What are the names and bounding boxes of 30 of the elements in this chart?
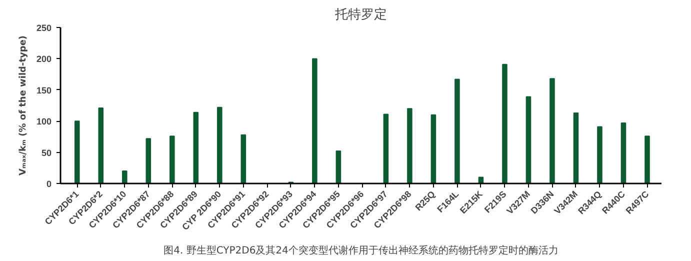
caption: 图4. 野生型CYP2D6及其24个突变型代谢作用于传出神经系统的药物托特罗定时的酶活力	[164, 244, 558, 256]
y-tick-label: 200	[36, 54, 52, 64]
bar	[526, 96, 532, 184]
y-tick-label: 50	[41, 148, 52, 158]
bar	[336, 150, 342, 184]
bar	[573, 112, 579, 184]
bar	[193, 112, 199, 184]
bar	[597, 126, 602, 184]
bar	[98, 107, 104, 184]
bar	[312, 58, 318, 184]
y-tick-label: 100	[36, 116, 52, 127]
bar	[407, 108, 412, 184]
y-tick-label: 150	[36, 85, 52, 96]
y-axis-title: Vₘₐₓ/kₘ (% of the wild-type)	[18, 35, 28, 176]
y-tick-label: 0	[46, 179, 52, 189]
bar	[620, 122, 626, 184]
y-tick-label: 250	[36, 23, 52, 33]
bar	[383, 114, 389, 184]
bar	[74, 120, 80, 184]
bar	[170, 136, 175, 184]
bar	[430, 114, 436, 184]
bar	[550, 78, 555, 184]
bar	[240, 134, 246, 184]
bar	[146, 138, 152, 184]
bar	[644, 136, 650, 184]
bar	[454, 78, 460, 184]
bar	[122, 170, 128, 184]
bar	[502, 64, 508, 184]
chart-title: 托特罗定	[334, 8, 387, 22]
bar	[217, 106, 222, 184]
